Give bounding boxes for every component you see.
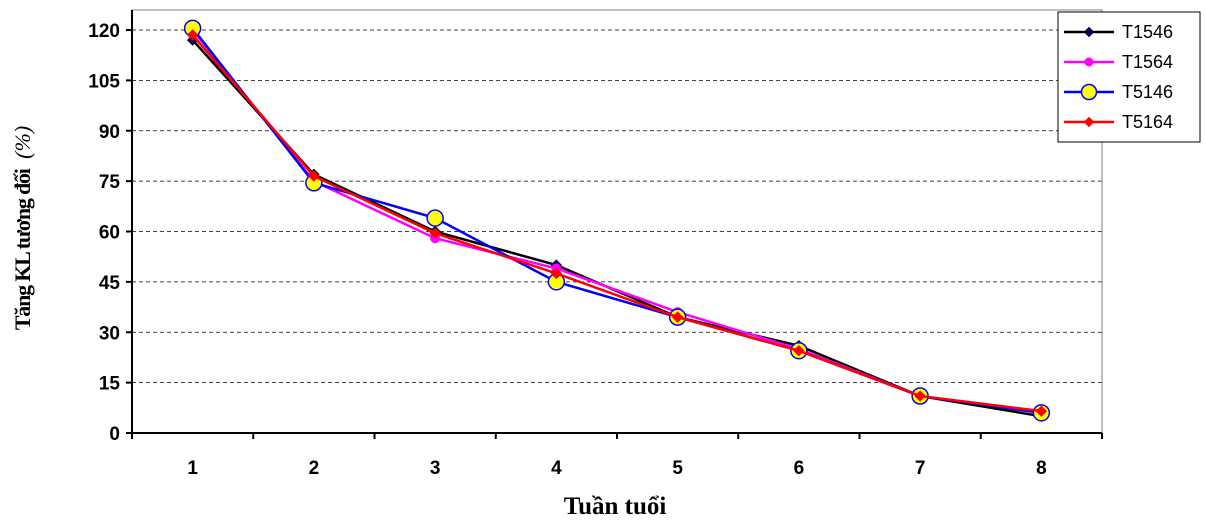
data-point	[308, 170, 320, 182]
y-axis-ticks: 0 15 30 45 60 75 90 105 120	[88, 21, 132, 445]
legend-item-t5164: T5164	[1064, 112, 1173, 132]
legend-label: T1546	[1122, 22, 1173, 42]
x-tick-label: 7	[915, 458, 926, 479]
data-point	[1083, 26, 1095, 38]
series-t1564	[187, 25, 1047, 417]
y-tick-label: 0	[109, 424, 120, 445]
y-tick-label: 30	[99, 323, 120, 344]
x-tick-label: 5	[672, 458, 683, 479]
data-point	[671, 311, 684, 323]
data-point	[1084, 57, 1094, 67]
y-tick-label: 120	[88, 21, 120, 42]
x-axis-title: Tuần tuổi	[564, 493, 667, 520]
data-point	[1035, 405, 1048, 417]
y-tick-label: 105	[88, 71, 120, 92]
legend: T1546 T1564 T5146 T5164	[1057, 11, 1201, 143]
y-tick-label: 45	[99, 273, 121, 294]
legend-label: T5146	[1122, 82, 1173, 102]
y-tick-label: 90	[99, 122, 120, 143]
y-axis-title-unit: (%)	[10, 126, 35, 159]
plot-area	[131, 9, 1103, 434]
data-point	[550, 267, 563, 280]
x-tick-label: 1	[187, 458, 198, 479]
data-point	[1083, 116, 1095, 128]
data-point	[793, 345, 805, 357]
series-line	[191, 39, 1042, 418]
data-point	[426, 209, 444, 227]
y-axis-title-text: Tăng KL tương đối	[10, 168, 35, 330]
series-line	[191, 27, 1042, 415]
data-point	[429, 227, 441, 239]
data-point	[1080, 83, 1098, 101]
series-t5164	[186, 29, 1048, 417]
y-tick-label: 60	[99, 223, 120, 244]
x-tick-label: 6	[794, 458, 805, 479]
x-tick-label: 3	[430, 458, 441, 479]
gridlines	[132, 29, 1102, 384]
legend-box	[1057, 11, 1201, 143]
axes	[131, 9, 1103, 434]
series-t1546	[186, 34, 1048, 422]
x-tick-label: 4	[551, 458, 562, 479]
legend-item-t1546: T1546	[1064, 22, 1173, 42]
legend-label: T5164	[1122, 112, 1173, 132]
legend-item-t5146: T5146	[1064, 82, 1173, 102]
y-tick-label: 75	[99, 172, 121, 193]
data-point	[186, 29, 199, 41]
data-point	[914, 390, 926, 402]
x-axis-ticks: 1 2 3 4 5 6 7 8	[131, 433, 1103, 479]
series-group	[183, 19, 1051, 422]
x-tick-label: 8	[1036, 458, 1047, 479]
legend-label: T1564	[1122, 52, 1173, 72]
y-axis-title: Tăng KL tương đối (%)	[10, 126, 35, 330]
x-tick-label: 2	[309, 458, 320, 479]
legend-item-t1564: T1564	[1064, 52, 1173, 72]
series-line	[191, 29, 1042, 413]
y-tick-label: 15	[99, 374, 121, 395]
series-line	[191, 34, 1042, 413]
